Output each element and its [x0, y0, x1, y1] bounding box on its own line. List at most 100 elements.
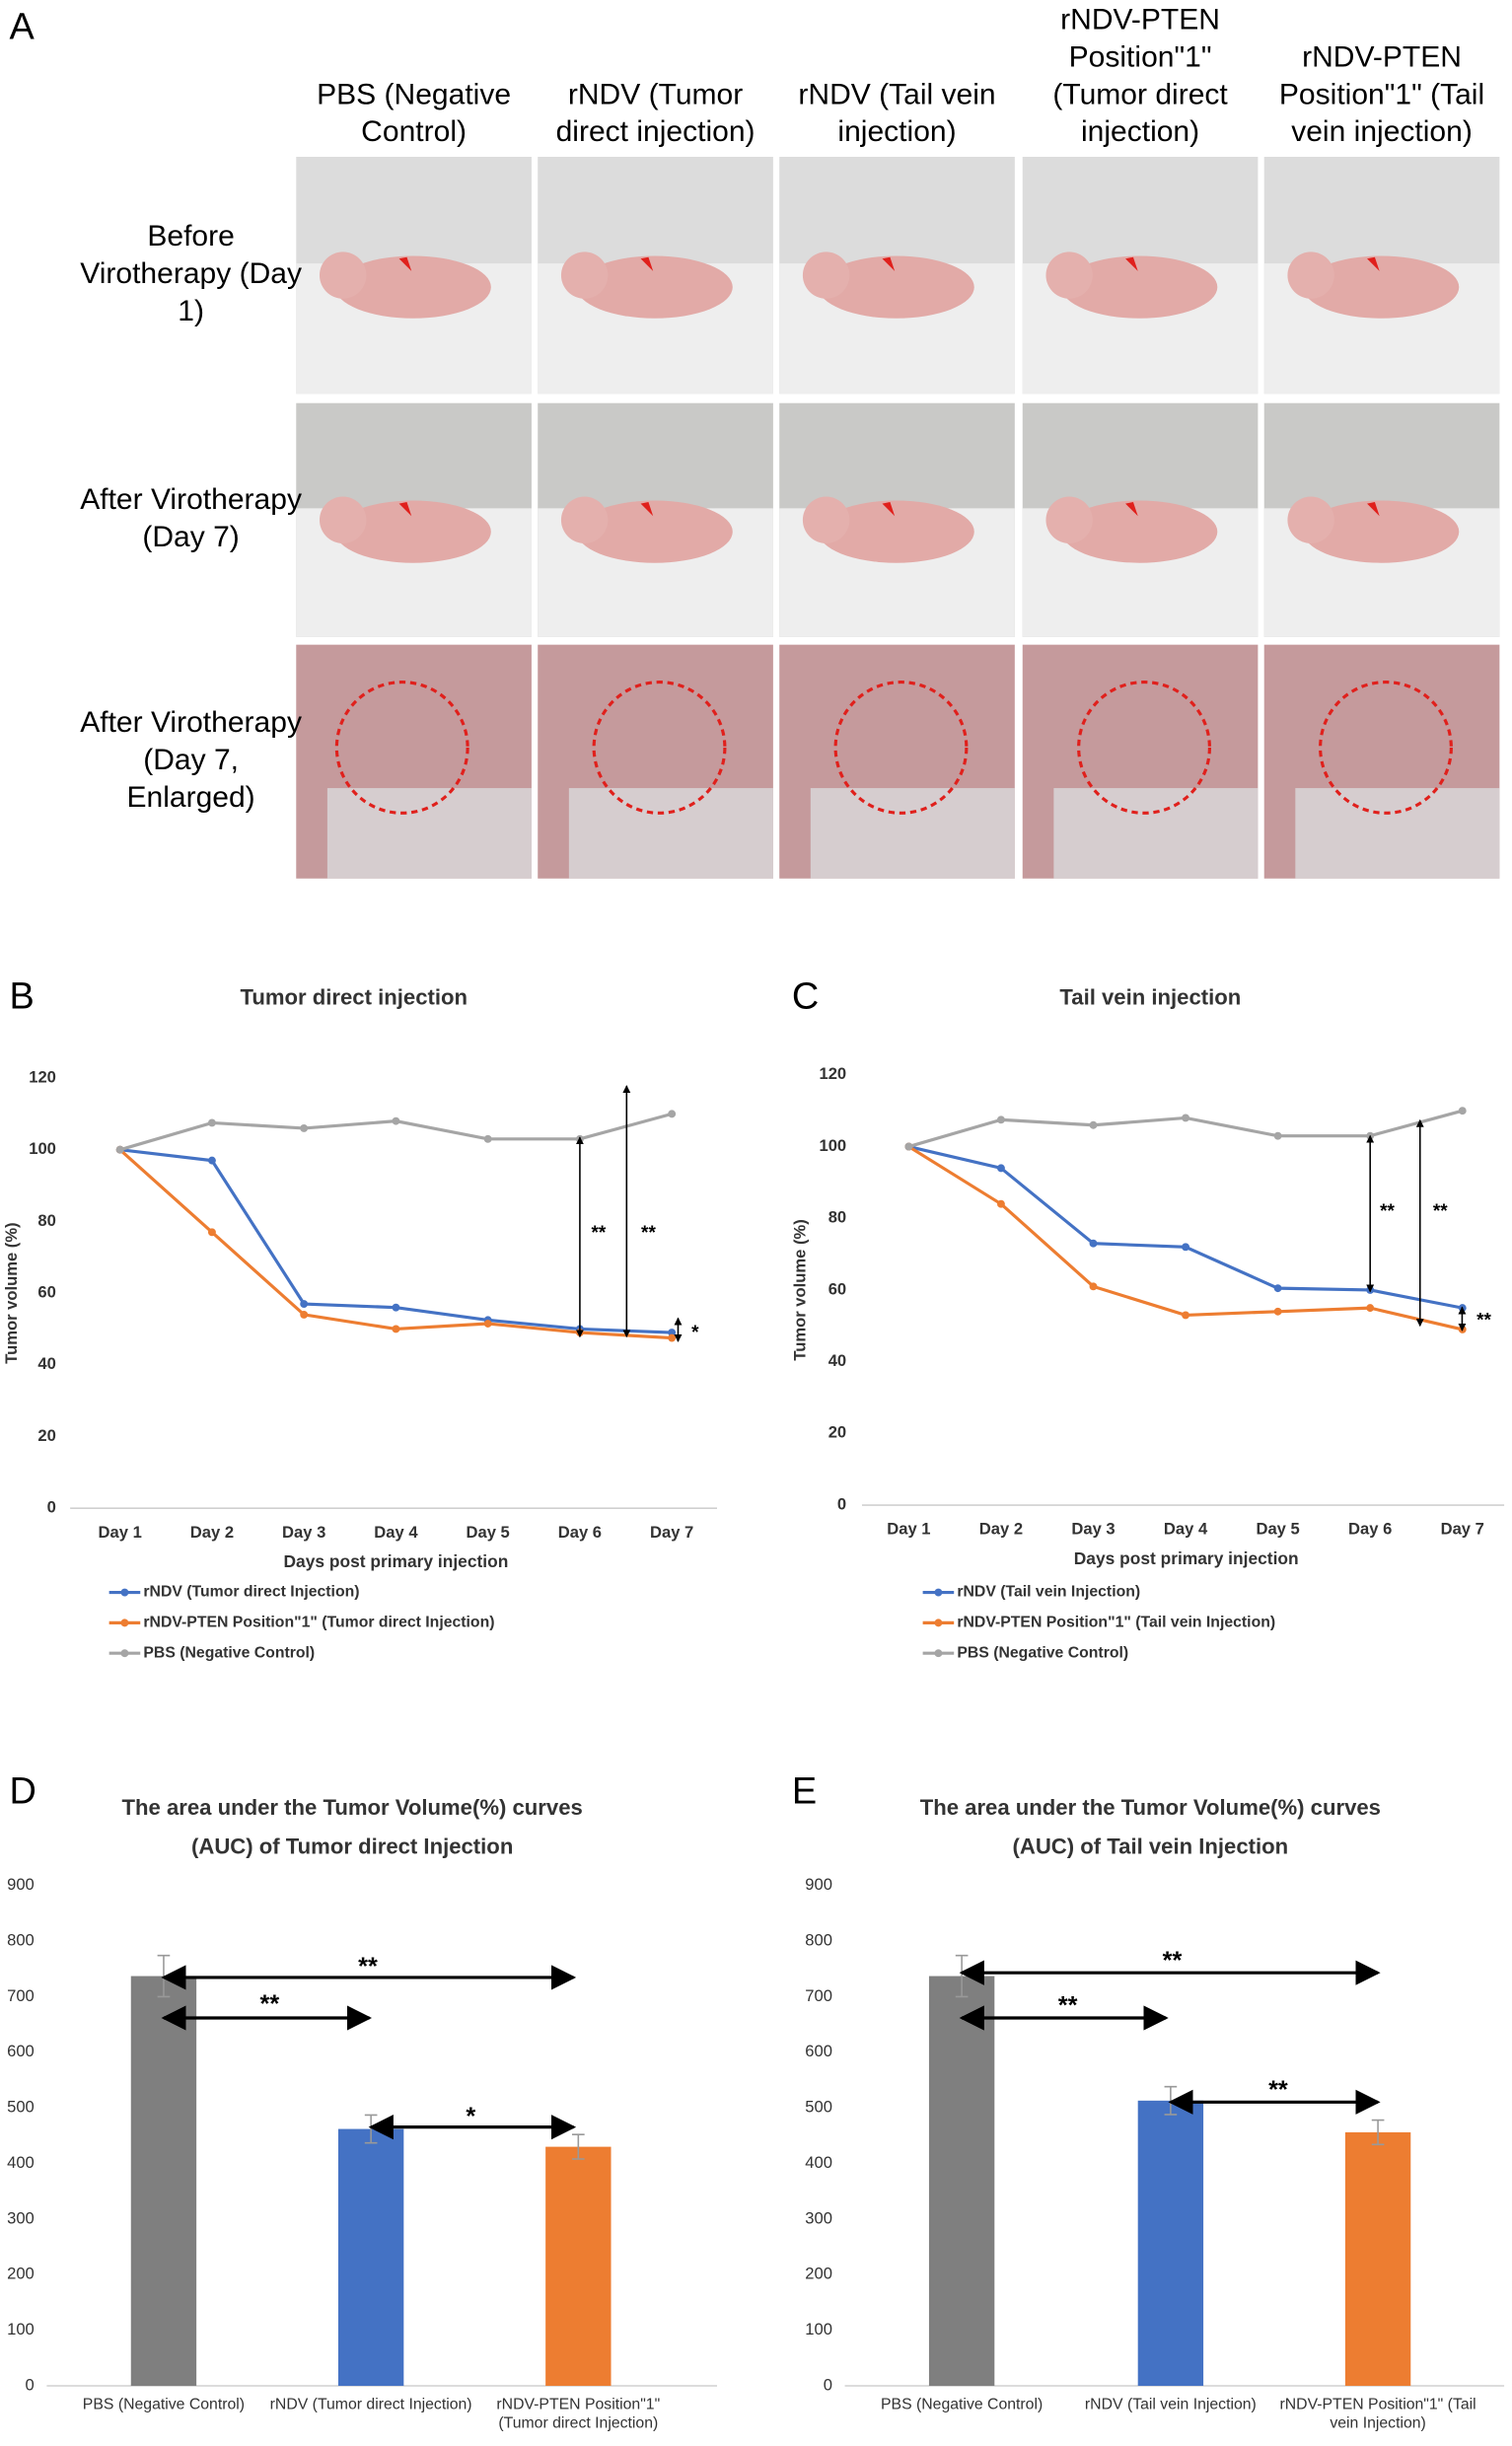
y-tick-label: 600 [805, 2042, 832, 2060]
legend-dot [120, 1588, 129, 1597]
tumor-outline [1319, 681, 1453, 815]
row-label: After Virotherapy (Day 7) [80, 483, 302, 555]
y-tick-label: 60 [37, 1282, 55, 1301]
x-tick-label: Day 7 [1441, 1520, 1484, 1539]
y-tick-label: 400 [7, 2153, 35, 2172]
ruler [568, 788, 773, 879]
y-tick-label: 0 [824, 2375, 832, 2394]
x-tick-label: rNDV-PTEN Position"1" (Tail vein Injecti… [1279, 2397, 1476, 2433]
bar [337, 2128, 404, 2386]
y-tick-label: 20 [828, 1423, 846, 1442]
mouse [818, 500, 974, 563]
y-tick-label: 600 [7, 2042, 35, 2060]
point [1273, 1307, 1282, 1316]
y-tick-label: 200 [805, 2265, 832, 2283]
mouse-head [802, 252, 850, 299]
x-axis-label: Days post primary injection [283, 1551, 508, 1571]
y-tick-label: 800 [7, 1930, 35, 1949]
y-tick-label: 500 [7, 2098, 35, 2117]
row-label: After Virotherapy (Day 7, Enlarged) [80, 706, 302, 815]
x-tick-label: Day 2 [979, 1520, 1023, 1539]
x-tick-label-box: rNDV-PTEN Position"1" (Tumor direct Inje… [496, 2397, 661, 2433]
point [1273, 1284, 1282, 1293]
x-tick-label: Day 6 [1348, 1520, 1392, 1539]
column-header: rNDV-PTEN Position"1" (Tail vein injecti… [1278, 41, 1485, 150]
bar [1344, 2131, 1411, 2386]
y-tick-label: 500 [805, 2098, 832, 2117]
point [207, 1156, 216, 1165]
y-axis-label: Tumor volume (%) [791, 1219, 810, 1360]
mouse [1303, 255, 1460, 319]
series-line [907, 1145, 1464, 1331]
panel-label: B [9, 975, 34, 1017]
arrow-marker [1125, 502, 1138, 517]
chart-title: The area under the Tumor Volume(%) curve… [920, 1795, 1381, 1820]
x-axis-label: Days post primary injection [1074, 1548, 1299, 1568]
y-tick-label: 120 [819, 1064, 846, 1083]
mouse-head [560, 496, 609, 543]
legend-dot [934, 1588, 943, 1597]
bar [928, 1976, 995, 2386]
chart-title: Tumor direct injection [240, 984, 468, 1009]
chart-title: The area under the Tumor Volume(%) curve… [122, 1795, 583, 1820]
annotation: ** [358, 1953, 378, 1980]
legend-dot [120, 1619, 129, 1627]
chart-title: (AUC) of Tail vein Injection [1013, 1834, 1289, 1859]
annotation: * [691, 1323, 699, 1343]
y-tick-label: 120 [29, 1067, 56, 1086]
point [1182, 1243, 1190, 1252]
arrow-marker [882, 502, 896, 517]
arrow-marker [1125, 256, 1138, 271]
y-tick-label: 900 [7, 1875, 35, 1894]
row-label: Before Virotherapy (Day 1) [80, 220, 302, 328]
point [1182, 1311, 1190, 1320]
y-tick-label: 100 [7, 2320, 35, 2338]
panel-label: A [9, 6, 35, 47]
x-tick-label-box: PBS (Negative Control) [881, 2397, 1043, 2413]
x-tick-label: Day 4 [374, 1523, 418, 1542]
y-tick-label: 0 [47, 1498, 56, 1517]
x-tick-label: Day 1 [99, 1523, 142, 1542]
point [207, 1228, 216, 1237]
mouse [576, 255, 733, 319]
column-header-box: rNDV (Tail vein injection) [798, 79, 995, 149]
x-tick-label: rNDV (Tail vein Injection) [1084, 2397, 1257, 2414]
y-tick-label: 100 [805, 2320, 832, 2338]
annotation: ** [260, 1990, 280, 2018]
x-tick-label: Day 5 [467, 1523, 510, 1542]
x-tick-label: rNDV-PTEN Position"1" (Tumor direct Inje… [496, 2397, 661, 2433]
x-tick-label-box: PBS (Negative Control) [83, 2397, 245, 2413]
x-tick-label: Day 2 [190, 1523, 234, 1542]
x-tick-label-box: rNDV (Tumor direct Injection) [269, 2397, 472, 2414]
column-header-box: rNDV (Tumor direct injection) [555, 78, 756, 150]
mouse [1061, 255, 1218, 319]
point [1458, 1107, 1467, 1115]
annotation: ** [641, 1223, 656, 1244]
x-tick-label: Day 5 [1256, 1520, 1299, 1539]
x-tick-label: Day 6 [558, 1523, 602, 1542]
annotation: ** [1163, 1947, 1183, 1975]
point [300, 1300, 309, 1308]
point [300, 1123, 309, 1132]
column-header: rNDV (Tumor direct injection) [555, 78, 756, 150]
point [996, 1164, 1005, 1173]
x-tick-label: rNDV (Tumor direct Injection) [269, 2397, 472, 2414]
column-header-box: rNDV-PTEN Position"1" (Tumor direct inje… [1052, 4, 1227, 149]
legend-dot [934, 1619, 943, 1627]
mouse-head [1045, 496, 1093, 543]
arrow-marker [640, 502, 654, 517]
y-tick-label: 300 [7, 2208, 35, 2227]
legend-label: rNDV (Tumor direct Injection) [143, 1584, 359, 1601]
point [300, 1310, 309, 1319]
mouse-head [1045, 252, 1093, 299]
tumor-outline [334, 681, 469, 815]
x-tick-label-box: rNDV-PTEN Position"1" (Tail vein Injecti… [1279, 2397, 1476, 2433]
row-label-box: After Virotherapy (Day 7) [80, 483, 302, 555]
arrow-marker [398, 256, 412, 271]
point [207, 1118, 216, 1127]
annotation: ** [1433, 1201, 1448, 1222]
point [483, 1320, 492, 1328]
tumor-outline [833, 681, 969, 815]
point [668, 1110, 677, 1118]
